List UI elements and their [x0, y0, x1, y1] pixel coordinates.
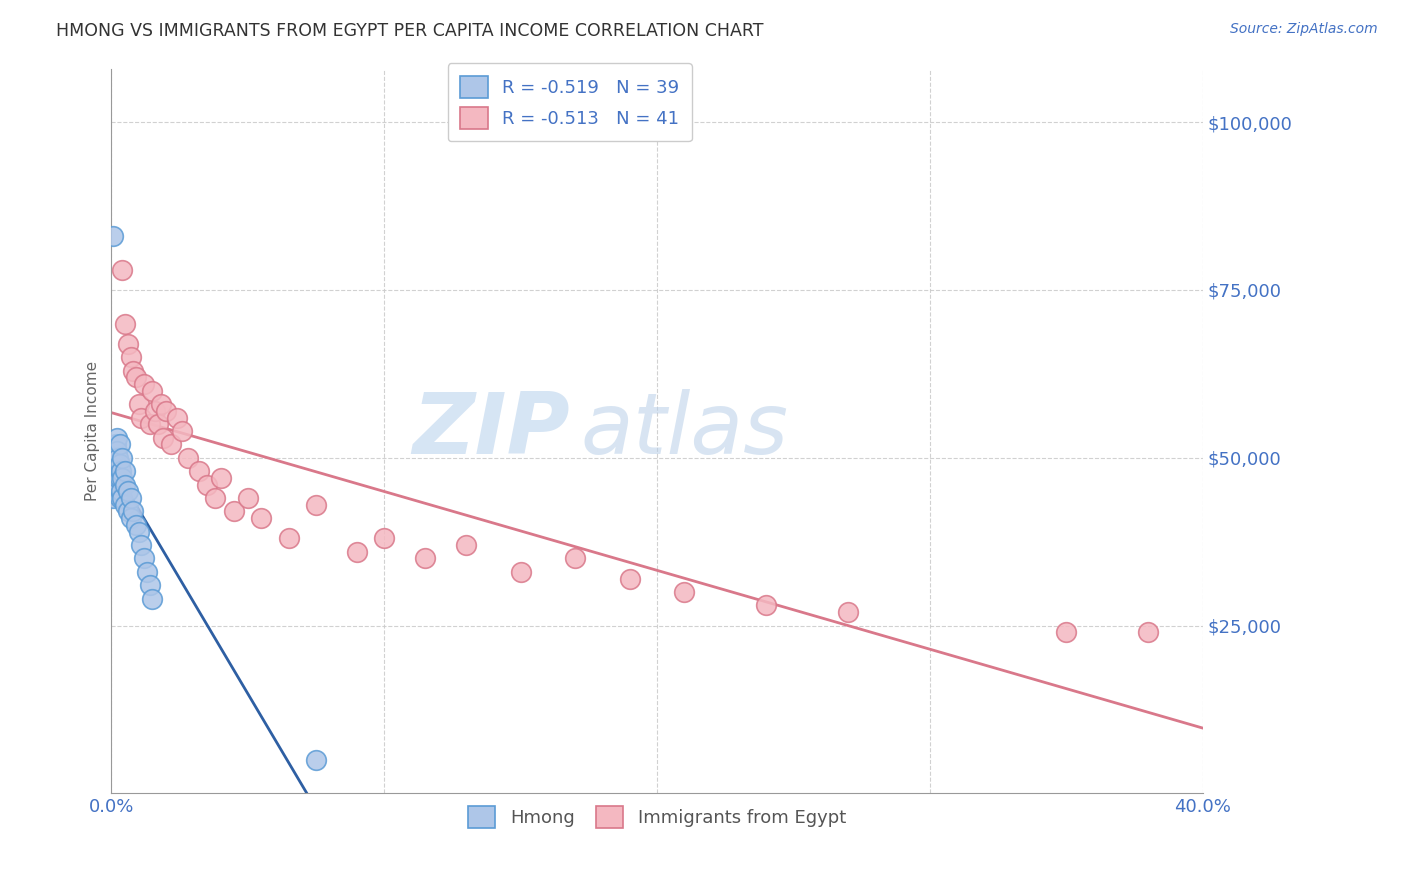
Point: [149, 397, 172, 411]
Point: [564, 551, 586, 566]
Point: [108, 471, 131, 485]
Point: [195, 477, 218, 491]
Point: [134, 551, 156, 566]
Point: [120, 511, 142, 525]
Point: [125, 517, 148, 532]
Point: [111, 263, 134, 277]
Point: [204, 491, 226, 505]
Point: [111, 450, 134, 465]
Point: [209, 471, 232, 485]
Point: [105, 444, 128, 458]
Point: [187, 464, 209, 478]
Point: [837, 605, 859, 619]
Point: [236, 491, 259, 505]
Point: [138, 578, 160, 592]
Point: [105, 477, 128, 491]
Point: [108, 437, 131, 451]
Point: [166, 410, 188, 425]
Point: [110, 484, 132, 499]
Point: [141, 384, 163, 398]
Point: [101, 229, 124, 244]
Point: [131, 538, 153, 552]
Point: [277, 531, 299, 545]
Point: [103, 484, 125, 499]
Point: [101, 471, 124, 485]
Point: [146, 417, 169, 432]
Point: [143, 404, 166, 418]
Point: [141, 591, 163, 606]
Point: [103, 450, 125, 465]
Point: [128, 524, 150, 539]
Point: [1054, 625, 1077, 640]
Point: [122, 363, 145, 377]
Point: [122, 504, 145, 518]
Point: [131, 410, 153, 425]
Y-axis label: Per Capita Income: Per Capita Income: [86, 361, 100, 501]
Point: [114, 477, 136, 491]
Point: [413, 551, 436, 566]
Point: [509, 565, 531, 579]
Legend: Hmong, Immigrants from Egypt: Hmong, Immigrants from Egypt: [461, 798, 853, 835]
Point: [111, 471, 134, 485]
Point: [1137, 625, 1160, 640]
Point: [108, 491, 131, 505]
Point: [152, 431, 174, 445]
Point: [117, 504, 139, 518]
Point: [108, 458, 131, 472]
Point: [128, 397, 150, 411]
Point: [305, 498, 328, 512]
Point: [456, 538, 478, 552]
Point: [755, 599, 778, 613]
Text: Source: ZipAtlas.com: Source: ZipAtlas.com: [1230, 22, 1378, 37]
Point: [177, 450, 200, 465]
Point: [104, 437, 127, 451]
Point: [125, 370, 148, 384]
Point: [111, 491, 134, 505]
Point: [160, 437, 183, 451]
Point: [172, 424, 194, 438]
Point: [305, 753, 328, 767]
Point: [155, 404, 177, 418]
Point: [105, 464, 128, 478]
Text: ZIP: ZIP: [412, 390, 569, 473]
Point: [101, 491, 124, 505]
Point: [114, 464, 136, 478]
Point: [224, 504, 246, 518]
Point: [105, 431, 128, 445]
Text: HMONG VS IMMIGRANTS FROM EGYPT PER CAPITA INCOME CORRELATION CHART: HMONG VS IMMIGRANTS FROM EGYPT PER CAPIT…: [56, 22, 763, 40]
Point: [117, 336, 139, 351]
Point: [104, 458, 127, 472]
Point: [673, 585, 696, 599]
Point: [619, 572, 641, 586]
Text: atlas: atlas: [581, 390, 789, 473]
Point: [107, 471, 129, 485]
Point: [135, 565, 157, 579]
Point: [107, 450, 129, 465]
Point: [103, 464, 125, 478]
Point: [120, 491, 142, 505]
Point: [250, 511, 273, 525]
Point: [134, 376, 156, 391]
Point: [114, 498, 136, 512]
Point: [138, 417, 160, 432]
Point: [110, 464, 132, 478]
Point: [114, 317, 136, 331]
Point: [120, 350, 142, 364]
Point: [346, 545, 368, 559]
Point: [117, 484, 139, 499]
Point: [373, 531, 395, 545]
